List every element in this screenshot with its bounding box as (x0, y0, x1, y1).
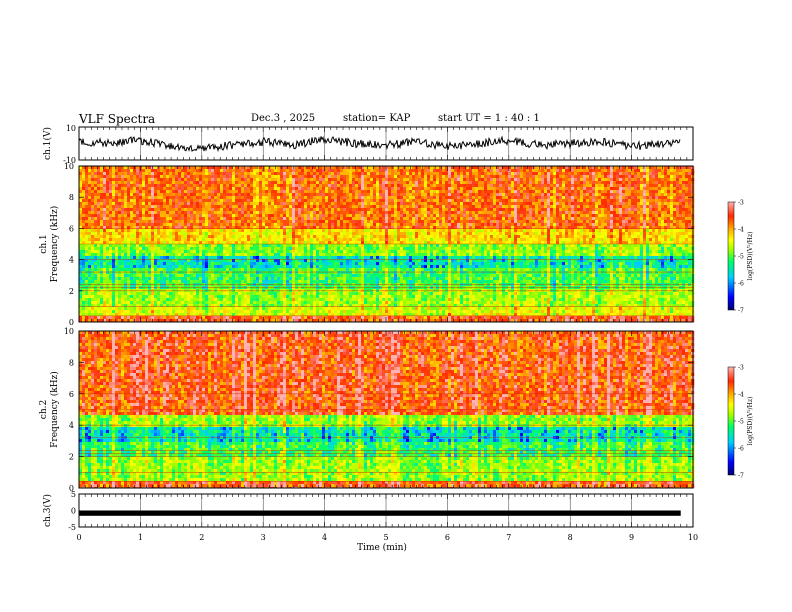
ch2-spectrogram-cbar-tick-3: -3 (738, 365, 744, 372)
ch1-waveform-line (79, 136, 680, 151)
ch2-spectrogram-cbar-tick-7: -7 (738, 473, 744, 480)
ch1-spectrogram-ytick-0: 0 (69, 318, 74, 327)
xtick-4: 4 (322, 533, 327, 542)
ch2-spectrogram-ytick-6: 6 (69, 390, 74, 399)
ch1-spectrogram-colorbar-label: log(PSD)(V²/Hz) (747, 232, 754, 281)
ch2-spectrogram-colorbar (728, 367, 734, 475)
ch1-ytick-top: 10 (66, 124, 76, 133)
ch1-spectrogram-ytick-4: 4 (69, 256, 74, 265)
ch3-ytick-0: 5 (71, 490, 76, 499)
ch1-spectrogram-cbar-tick-4: -4 (738, 227, 744, 234)
ch1-spectrogram-ytick-6: 6 (69, 224, 74, 233)
ch1-spectrogram-cbar-tick-6: -6 (738, 281, 744, 288)
ch3-ylabel: ch.3(V) (42, 494, 53, 527)
ch1-spectrogram-ytick-8: 8 (69, 193, 74, 202)
ch2-spectrogram-ylabel-freq: Frequency (kHz) (49, 371, 60, 448)
xtick-6: 6 (445, 533, 450, 542)
ch3-waveform-band (79, 511, 681, 516)
ch2-spectrogram-ytick-10: 10 (64, 327, 74, 336)
ch3-ytick-1: 0 (71, 507, 76, 516)
ch1-spectrogram-ytick-10: 10 (64, 162, 74, 171)
ch3-ytick-2: -5 (68, 523, 76, 532)
ch2-spectrogram-ytick-2: 2 (69, 453, 74, 462)
xtick-1: 1 (138, 533, 143, 542)
ch1-spectrogram-colorbar (728, 202, 734, 310)
ch2-spectrogram-ytick-4: 4 (69, 421, 74, 430)
xtick-5: 5 (383, 533, 388, 542)
ch1-ylabel: ch.1(V) (42, 127, 53, 160)
ch1-spectrogram-cbar-tick-7: -7 (738, 308, 744, 315)
xtick-0: 0 (76, 533, 81, 542)
ch1-spectrogram-ytick-2: 2 (69, 287, 74, 296)
ch2-spectrogram-ytick-8: 8 (69, 358, 74, 367)
ch2-spectrogram-cbar-tick-5: -5 (738, 419, 744, 426)
xtick-10: 10 (688, 533, 698, 542)
ch2-spectrogram-cbar-tick-6: -6 (738, 446, 744, 453)
xtick-7: 7 (506, 533, 511, 542)
ch1-spectrogram-cbar-tick-3: -3 (738, 200, 744, 207)
ch1-spectrogram-ylabel-channel: ch.1 (39, 234, 49, 253)
vlf-spectra-figure: 10-10ch.1(V)0246810ch.1 Frequency (kHz)02… (0, 0, 792, 612)
xtick-9: 9 (629, 533, 634, 542)
ch1-spectrogram-ylabel-freq: Frequency (kHz) (49, 206, 60, 283)
ch2-spectrogram-cbar-tick-4: -4 (738, 392, 744, 399)
xtick-2: 2 (199, 533, 204, 542)
x-axis-label: Time (min) (357, 542, 407, 553)
ch2-spectrogram-ylabel-channel: ch.2 (39, 400, 49, 419)
ch2-spectrogram-colorbar-label: log(PSD)(V²/Hz) (747, 397, 754, 446)
xtick-8: 8 (568, 533, 573, 542)
ch1-spectrogram-cbar-tick-5: -5 (738, 254, 744, 261)
xtick-3: 3 (261, 533, 266, 542)
